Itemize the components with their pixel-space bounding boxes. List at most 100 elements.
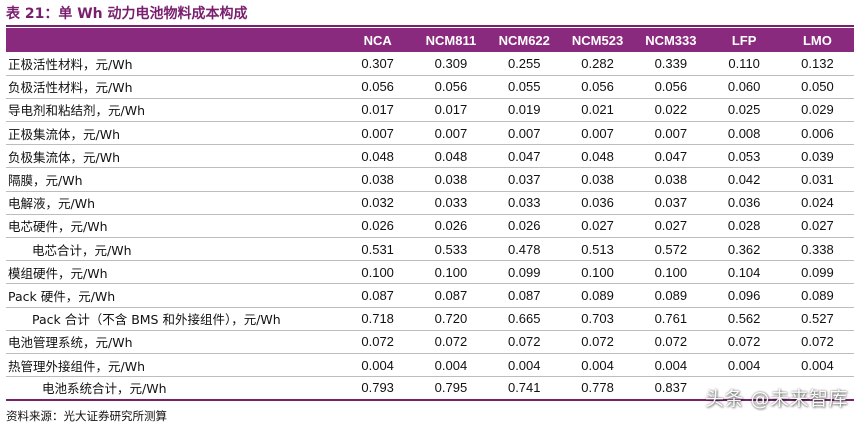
cell-value: 0.026 (507, 218, 541, 234)
cell-value: 0.307 (361, 55, 394, 71)
cell-value: 0.338 (801, 241, 834, 257)
cell-value: 0.087 (507, 287, 541, 303)
cell-value: 0.572 (654, 241, 688, 257)
cell-value: 0.478 (507, 241, 541, 257)
cell-value: 0.037 (507, 172, 541, 188)
table-header-row: NCA NCM811 NCM622 NCM523 NCM333 LFP LMO (6, 28, 855, 52)
cell-value: 0.089 (654, 287, 688, 303)
cell-value: 0.718 (361, 311, 394, 327)
cell-value: 0.026 (434, 218, 468, 234)
table-row: 电芯硬件，元/Wh 0.026 0.026 0.026 0.027 0.027 0.028 0… (6, 214, 855, 238)
cell-value: 0.004 (507, 357, 541, 373)
cell-value: 0.008 (727, 125, 761, 141)
cell-value: 0.761 (654, 311, 688, 327)
row-label: 导电剂和粘结剂，元/Wh (8, 103, 145, 119)
cell-value: 0.050 (801, 79, 834, 95)
cell-value: 0.032 (361, 195, 394, 211)
cell-value: 0.072 (581, 334, 614, 350)
table-row: 正极活性材料，元/Wh 0.307 0.309 0.255 0.282 0.339 0.11… (6, 52, 855, 76)
table-row: 电池管理系统，元/Wh 0.072 0.072 0.072 0.072 0.072 0.07… (6, 330, 855, 354)
cell-value: 0.047 (507, 148, 541, 164)
cell-value: 0.039 (801, 148, 834, 164)
cell-value: 0.100 (361, 264, 394, 280)
header-ncm523: NCM523 (571, 32, 624, 48)
watermark: 头条 @未来智库 (704, 388, 848, 410)
table-row: 电芯合计，元/Wh 0.531 0.533 0.478 0.513 0.572 0.362 0… (6, 238, 855, 261)
table-row: 导电剂和粘结剂，元/Wh 0.017 0.017 0.019 0.021 0.022 0.0… (6, 98, 855, 122)
cell-value: 0.741 (507, 380, 541, 396)
cell-value: 0.527 (801, 311, 834, 327)
row-label: 负极集流体，元/Wh (8, 149, 120, 165)
table-row: 电解液，元/Wh 0.032 0.033 0.033 0.036 0.037 0.036 0.… (6, 191, 855, 215)
cell-value: 0.055 (507, 79, 541, 95)
source-note: 资料来源：光大证券研究所测算 (6, 409, 167, 423)
cell-value: 0.056 (581, 79, 614, 95)
cell-value: 0.778 (581, 380, 614, 396)
cell-value: 0.022 (654, 102, 688, 118)
table-row: Pack 合计（不含 BMS 和外接组件），元/Wh 0.718 0.720 0.66… (6, 307, 855, 331)
cell-value: 0.100 (654, 264, 688, 280)
row-label: 电解液，元/Wh (8, 196, 95, 212)
cell-value: 0.104 (727, 264, 761, 280)
cell-value: 0.027 (801, 218, 834, 234)
cell-value: 0.027 (654, 218, 688, 234)
cell-value: 0.042 (727, 172, 761, 188)
cell-value: 0.053 (727, 148, 761, 164)
cell-value: 0.026 (361, 218, 394, 234)
cell-value: 0.021 (581, 102, 614, 118)
cell-value: 0.793 (361, 380, 394, 396)
cell-value: 0.132 (801, 55, 834, 71)
cell-value: 0.072 (801, 334, 834, 350)
cell-value: 0.038 (361, 172, 394, 188)
table-row: 模组硬件，元/Wh 0.100 0.100 0.099 0.100 0.100 0.104 0… (6, 261, 855, 284)
cell-value: 0.004 (361, 357, 394, 373)
cell-value: 0.339 (654, 55, 688, 71)
cell-value: 0.072 (654, 334, 688, 350)
cell-value: 0.048 (581, 148, 614, 164)
cell-value: 0.096 (727, 287, 761, 303)
cell-value: 0.072 (507, 334, 541, 350)
table-title: 表 21：单 Wh 动力电池物料成本构成 (6, 6, 248, 22)
cell-value: 0.007 (361, 125, 394, 141)
cell-value: 0.720 (434, 311, 468, 327)
row-label: 模组硬件，元/Wh (8, 265, 108, 281)
cell-value: 0.562 (727, 311, 761, 327)
cell-value: 0.007 (654, 125, 688, 141)
row-label: 电池系统合计，元/Wh (42, 381, 167, 397)
cell-value: 0.837 (654, 380, 688, 396)
cell-value: 0.027 (581, 218, 614, 234)
row-label: 电池管理系统，元/Wh (8, 335, 133, 351)
row-label: Pack 硬件，元/Wh (8, 288, 116, 304)
cell-value: 0.048 (361, 148, 394, 164)
cell-value: 0.056 (361, 79, 394, 95)
table-row: 电池系统合计，元/Wh 0.793 0.795 0.741 0.778 0.837 (6, 377, 855, 400)
cell-value: 0.019 (507, 102, 541, 118)
row-label: 正极集流体，元/Wh (8, 126, 120, 142)
header-lmo: LMO (802, 32, 832, 48)
cell-value: 0.513 (581, 241, 614, 257)
cell-value: 0.100 (434, 264, 468, 280)
cell-value: 0.007 (507, 125, 541, 141)
cell-value: 0.099 (801, 264, 834, 280)
cell-value: 0.048 (434, 148, 468, 164)
cell-value: 0.047 (654, 148, 688, 164)
table-row: 正极集流体，元/Wh 0.007 0.007 0.007 0.007 0.007 0.008… (6, 122, 855, 145)
cell-value: 0.024 (801, 195, 834, 211)
row-label: 电芯硬件，元/Wh (8, 219, 108, 235)
cell-value: 0.056 (434, 79, 468, 95)
cell-value: 0.017 (361, 102, 394, 118)
title-divider (6, 25, 854, 27)
cell-value: 0.110 (728, 55, 760, 71)
cell-value: 0.036 (581, 195, 614, 211)
table-row: 负极活性材料，元/Wh 0.056 0.056 0.055 0.056 0.056 0.06… (6, 75, 855, 99)
header-label (6, 28, 341, 52)
header-ncm333: NCM333 (645, 32, 697, 48)
header-nca: NCA (363, 32, 392, 48)
cell-value: 0.795 (434, 380, 468, 396)
cell-value: 0.072 (434, 334, 468, 350)
cell-value: 0.036 (727, 195, 761, 211)
cell-value: 0.007 (434, 125, 468, 141)
cell-value: 0.072 (727, 334, 761, 350)
cell-value: 0.037 (654, 195, 688, 211)
table-row: 负极集流体，元/Wh 0.048 0.048 0.047 0.048 0.047 0.053… (6, 145, 855, 168)
